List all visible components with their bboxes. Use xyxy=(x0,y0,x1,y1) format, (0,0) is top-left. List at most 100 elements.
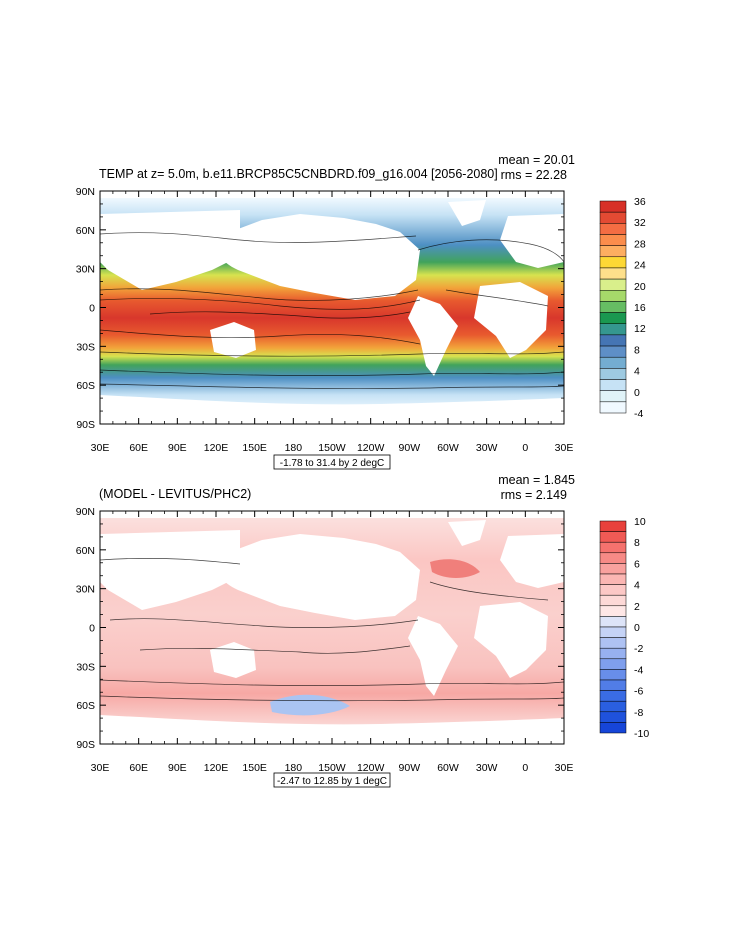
panel-1-colorbar-swatch xyxy=(599,401,627,414)
panel-2-contour-info-box xyxy=(273,772,391,788)
panel-2-colorbar-swatch xyxy=(599,552,627,564)
panel-2-colorbar-swatch xyxy=(599,531,627,543)
panel-1-contours xyxy=(99,232,565,389)
panel-1-colorbar-label: 32 xyxy=(634,217,646,229)
panel-2-xtick-label: 90E xyxy=(168,762,187,774)
panel-2-colorbar-label: -4 xyxy=(634,664,643,676)
panel-2-ytick-label: 60S xyxy=(76,700,95,712)
panel-2-ytick-label: 30S xyxy=(76,661,95,673)
panel-2-colorbar-swatch xyxy=(599,584,627,596)
panel-1-colorbar-swatch xyxy=(599,312,627,324)
panel-1-title: TEMP at z= 5.0m, b.e11.BRCP85C5CNBDRD.f0… xyxy=(99,167,498,181)
panel-1-eurasia-east xyxy=(500,214,564,268)
panel-2-xtick-label: 0 xyxy=(522,762,528,774)
panel-1-colorbar-swatch xyxy=(599,245,627,258)
panel-2-colorbar-swatch xyxy=(599,690,627,702)
panel-1-xtick-label: 120E xyxy=(204,442,229,454)
panel-2-xtick-label: 120E xyxy=(204,762,229,774)
panel-1-colorbar-label: 28 xyxy=(634,238,646,250)
panel-2-eurasia-east xyxy=(500,534,564,588)
panel-1-xtick-label: 30E xyxy=(91,442,110,454)
panel-1-colorbar-swatch xyxy=(599,200,627,213)
panel-1-colorbar-swatch xyxy=(599,256,627,269)
panel-1-colorbar-swatch xyxy=(599,267,627,280)
panel-2-contours xyxy=(99,558,565,702)
panel-1-ytick-label: 90N xyxy=(76,186,95,198)
panel-1-contour-info-box xyxy=(273,454,391,470)
panel-2-colorbar-swatch xyxy=(599,520,627,532)
panel-1-xtick-label: 180 xyxy=(285,442,303,454)
panel-2-colorbar-swatch xyxy=(599,669,627,681)
panel-2-colorbar-swatch xyxy=(599,700,627,713)
panel-1-antarctica xyxy=(100,395,564,424)
panel-1-xtick-label: 60E xyxy=(129,442,148,454)
panel-1-ytick-label: 60S xyxy=(76,380,95,392)
panel-2-eurasia-west xyxy=(100,530,240,610)
panel-1-colorbar-label: 16 xyxy=(634,302,646,314)
panel-1-colorbar-swatch xyxy=(599,223,627,235)
panel-2-contour-info: -2.47 to 12.85 by 1 degC xyxy=(277,776,387,787)
panel-2-colorbar-swatch xyxy=(599,616,627,628)
panel-1-xtick-label: 90W xyxy=(399,442,421,454)
panel-2-xtick-label: 150E xyxy=(242,762,267,774)
panel-1-australia xyxy=(210,322,256,358)
panel-1-colorbar-label: 0 xyxy=(634,387,640,399)
panel-1-colorbar-swatch xyxy=(599,290,627,302)
panel-2-xtick-label: 150W xyxy=(318,762,346,774)
panel-1-greenland xyxy=(448,200,486,226)
panel-1-xtick-label: 150E xyxy=(242,442,267,454)
panel-1-ytick-label: 0 xyxy=(89,303,95,315)
panel-2-colorbar-swatch xyxy=(599,647,627,660)
panel-2-colorbar-swatch xyxy=(599,563,627,575)
panel-1-rms: rms = 22.28 xyxy=(501,168,567,182)
panel-1-colorbar-label: 24 xyxy=(634,260,646,272)
panel-2-colorbar-swatch xyxy=(599,637,627,649)
panel-1-colorbar-swatch xyxy=(599,334,627,347)
panel-2-colorbar-label: 4 xyxy=(634,580,640,592)
panel-2-colorbar-swatch xyxy=(599,605,627,617)
panel-2-south-america xyxy=(408,616,458,696)
panel-2-colorbar-swatch xyxy=(599,679,627,691)
panel-2-xtick-label: 120W xyxy=(357,762,385,774)
panel-1-map xyxy=(99,190,565,425)
panel-2-axes: 90N 60N 30N 0 30S 60S 90S 30E 60E 90E 120E 150E 180… xyxy=(76,506,574,774)
panel-1-eurasia-west xyxy=(100,210,240,290)
panel-2-colorbar-swatch xyxy=(599,722,627,734)
panel-2-ytick-label: 90N xyxy=(76,506,95,518)
panel-1-xtick-label: 30W xyxy=(476,442,498,454)
panel-2-colorbar-label: -2 xyxy=(634,643,643,655)
panel-2-antarctica xyxy=(100,715,564,744)
panel-1-mean: mean = 20.01 xyxy=(498,153,575,167)
panel-2-rms: rms = 2.149 xyxy=(501,488,567,502)
panel-1-ytick-label: 60N xyxy=(76,225,95,237)
panel-1-contour-info: -1.78 to 31.4 by 2 degC xyxy=(280,458,385,469)
panel-1-axes: 90N 60N 30N 0 30S 60S 90S 30E 60E 90E 120E 150E 180… xyxy=(76,186,574,454)
panel-1-xtick-label: 0 xyxy=(522,442,528,454)
panel-2: (MODEL - LEVITUS/PHC2) mean = 1.845 rms … xyxy=(76,473,649,788)
panel-1-colorbar-swatch xyxy=(599,390,627,403)
panel-1-colorbar-label: 20 xyxy=(634,281,646,293)
panel-1: TEMP at z= 5.0m, b.e11.BRCP85C5CNBDRD.f0… xyxy=(76,153,646,470)
panel-2-xtick-label: 30W xyxy=(476,762,498,774)
panel-2-colorbar-swatch xyxy=(599,626,627,638)
panel-2-colorbar-swatch xyxy=(599,594,627,607)
panel-1-colorbar-label: 12 xyxy=(634,323,646,335)
panel-2-gulf-stream-anomaly xyxy=(430,559,480,578)
panel-2-colorbar-swatch xyxy=(599,573,627,585)
panel-2-ytick-label: 0 xyxy=(89,623,95,635)
panel-1-colorbar-swatch xyxy=(599,379,627,391)
panel-2-xtick-label: 30E xyxy=(91,762,110,774)
panel-2-north-america xyxy=(218,534,420,620)
panel-2-colorbar-label: 2 xyxy=(634,601,640,613)
panel-2-xtick-label: 60E xyxy=(129,762,148,774)
panel-1-xtick-label: 90E xyxy=(168,442,187,454)
panel-1-south-america xyxy=(408,296,458,376)
panel-2-xtick-label: 60W xyxy=(437,762,459,774)
panel-2-negative-anomaly xyxy=(270,694,350,716)
panel-1-colorbar-swatch xyxy=(599,301,627,313)
panel-1-colorbar: 36 32 28 24 20 16 12 8 4 0 -4 xyxy=(599,196,646,420)
panel-2-xtick-label: 30E xyxy=(555,762,574,774)
panel-1-africa xyxy=(474,282,548,358)
panel-2-colorbar-label: -6 xyxy=(634,686,643,698)
